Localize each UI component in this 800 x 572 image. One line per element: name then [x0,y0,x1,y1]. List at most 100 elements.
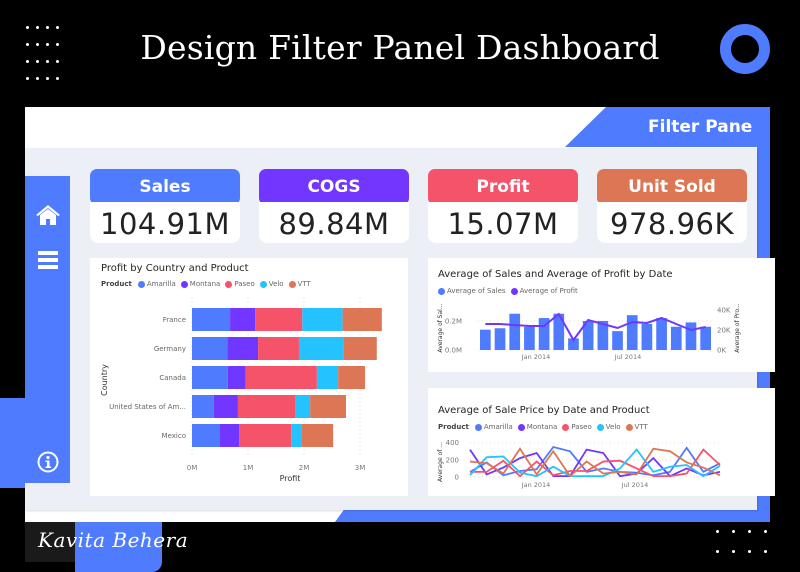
kpi-value: 15.07M [428,202,578,243]
legend-item[interactable]: Amarilla [474,423,513,431]
chart-title: Profit by Country and Product [101,263,249,274]
sales-bar [670,326,682,350]
line-paseo [470,448,721,478]
combo-chart: 0.0M 0.2M 0K 20K 40K Average of Sal... Average… [437,303,741,361]
legend-label: Average of Profit [519,287,578,295]
x-tick-label: 1M [243,464,254,472]
bar-segment-paseo [245,366,317,389]
legend-dot [596,423,604,431]
legend-title: Product [438,423,469,431]
bar-segment-amarilla [192,424,220,447]
line-montana [469,448,721,478]
author-signature: Kavita Behera [38,528,189,552]
sales-bar [641,323,653,350]
y-tick-label: Canada [159,374,186,382]
signature-accent-shape [75,522,162,572]
kpi-card-unit-sold: Unit Sold 978.96K [597,169,747,243]
y-axis-title: Average of Sal... [437,303,444,352]
y2-tick-label: 40K [717,307,731,315]
legend-item[interactable]: Montana [180,280,221,288]
y-tick-label: 0 [455,474,459,482]
sidebar-item-menu[interactable] [25,249,70,271]
legend-label: Paseo [571,423,592,431]
bottom-accent-strip [335,510,770,522]
kpi-label: COGS [259,169,409,205]
legend-item[interactable]: VTT [288,280,311,288]
y-tick-label: Germany [154,345,186,353]
sales-bar [626,315,638,350]
stacked-bar-chart: 0M 1M 2M 3M Profit Country France Germany Canada… [100,298,382,483]
chart-sale-price-by-date[interactable]: Average of Sale Price by Date and Produc… [428,388,775,496]
chart-profit-by-country[interactable]: Profit by Country and Product Product Ama… [90,258,408,496]
sales-bar [509,313,521,350]
bar-segment-montana [220,424,240,447]
legend-item[interactable]: VTT [625,423,648,431]
bar-segment-vtt [310,395,346,418]
bar-segment-paseo [255,308,303,331]
legend-dot [517,423,525,431]
bar-segment-velo [302,308,343,331]
y-axis-title: Average of ... [437,442,444,482]
legend-dot [137,280,145,288]
ring-icon [720,24,770,74]
legend-item[interactable]: Average of Sales [438,287,506,295]
legend-dot [180,280,188,288]
bar-segment-vtt [343,337,377,360]
decorative-dots-top-left [26,26,66,80]
x-tick-label: 2M [299,464,310,472]
legend-item[interactable]: Amarilla [137,280,176,288]
y-tick-label: United States of Am... [109,403,186,411]
legend-item[interactable]: Montana [517,423,558,431]
legend-dot [562,423,570,431]
sidebar-item-home[interactable] [25,203,70,227]
sidebar-item-info[interactable] [25,451,70,473]
chart-sales-profit-by-date[interactable]: Average of Sales and Average of Profit b… [428,258,775,372]
sales-bar [700,326,711,350]
bar-segment-velo [316,366,339,389]
bar-segment-paseo [239,424,292,447]
kpi-label: Unit Sold [597,169,747,205]
legend-dot [474,423,482,431]
bar-segment-amarilla [192,366,228,389]
legend-item[interactable]: Paseo [225,280,255,288]
filter-pane-label[interactable]: Filter Pane [648,117,753,137]
legend-item[interactable]: Velo [596,423,621,431]
legend-item[interactable]: Velo [259,280,284,288]
y-tick-label: 400 [446,439,459,447]
bar-segment-velo [298,337,344,360]
legend-dot [288,280,296,288]
kpi-label: Profit [428,169,578,205]
left-accent-shape [0,398,25,488]
legend-dot [510,287,518,295]
x-tick-label: 0M [187,464,198,472]
sales-bar [582,320,594,350]
bar-segment-paseo [258,337,299,360]
legend-label: Montana [189,280,221,288]
legend-item[interactable]: Paseo [562,423,592,431]
bar-segment-vtt [338,366,366,389]
bar-segment-montana [213,395,238,418]
x-tick-label: Jul 2014 [614,353,641,361]
x-axis-title: Profit [280,474,301,483]
legend-label: Amarilla [483,423,513,431]
x-tick-label: Jan 2014 [521,481,551,489]
chart-title: Average of Sale Price by Date and Produc… [438,405,650,416]
filter-pane-tab[interactable] [565,107,770,147]
info-icon [37,451,58,473]
legend-label: Velo [605,423,621,431]
x-tick-label: Jul 2014 [621,481,648,489]
sales-bar [597,320,609,350]
legend-label: VTT [297,280,311,288]
home-icon [35,205,60,225]
y2-axis-title: Average of Pro... [734,303,741,352]
kpi-label: Sales [90,169,240,205]
line-velo [469,448,721,478]
legend-label: Montana [526,423,558,431]
legend-dot [438,287,445,295]
kpi-value: 89.84M [259,202,409,243]
y-tick-label: 0.0M [445,347,462,355]
legend-item[interactable]: Average of Profit [510,287,578,295]
y-tick-label: 200 [446,456,459,464]
legend-label: Amarilla [146,280,176,288]
